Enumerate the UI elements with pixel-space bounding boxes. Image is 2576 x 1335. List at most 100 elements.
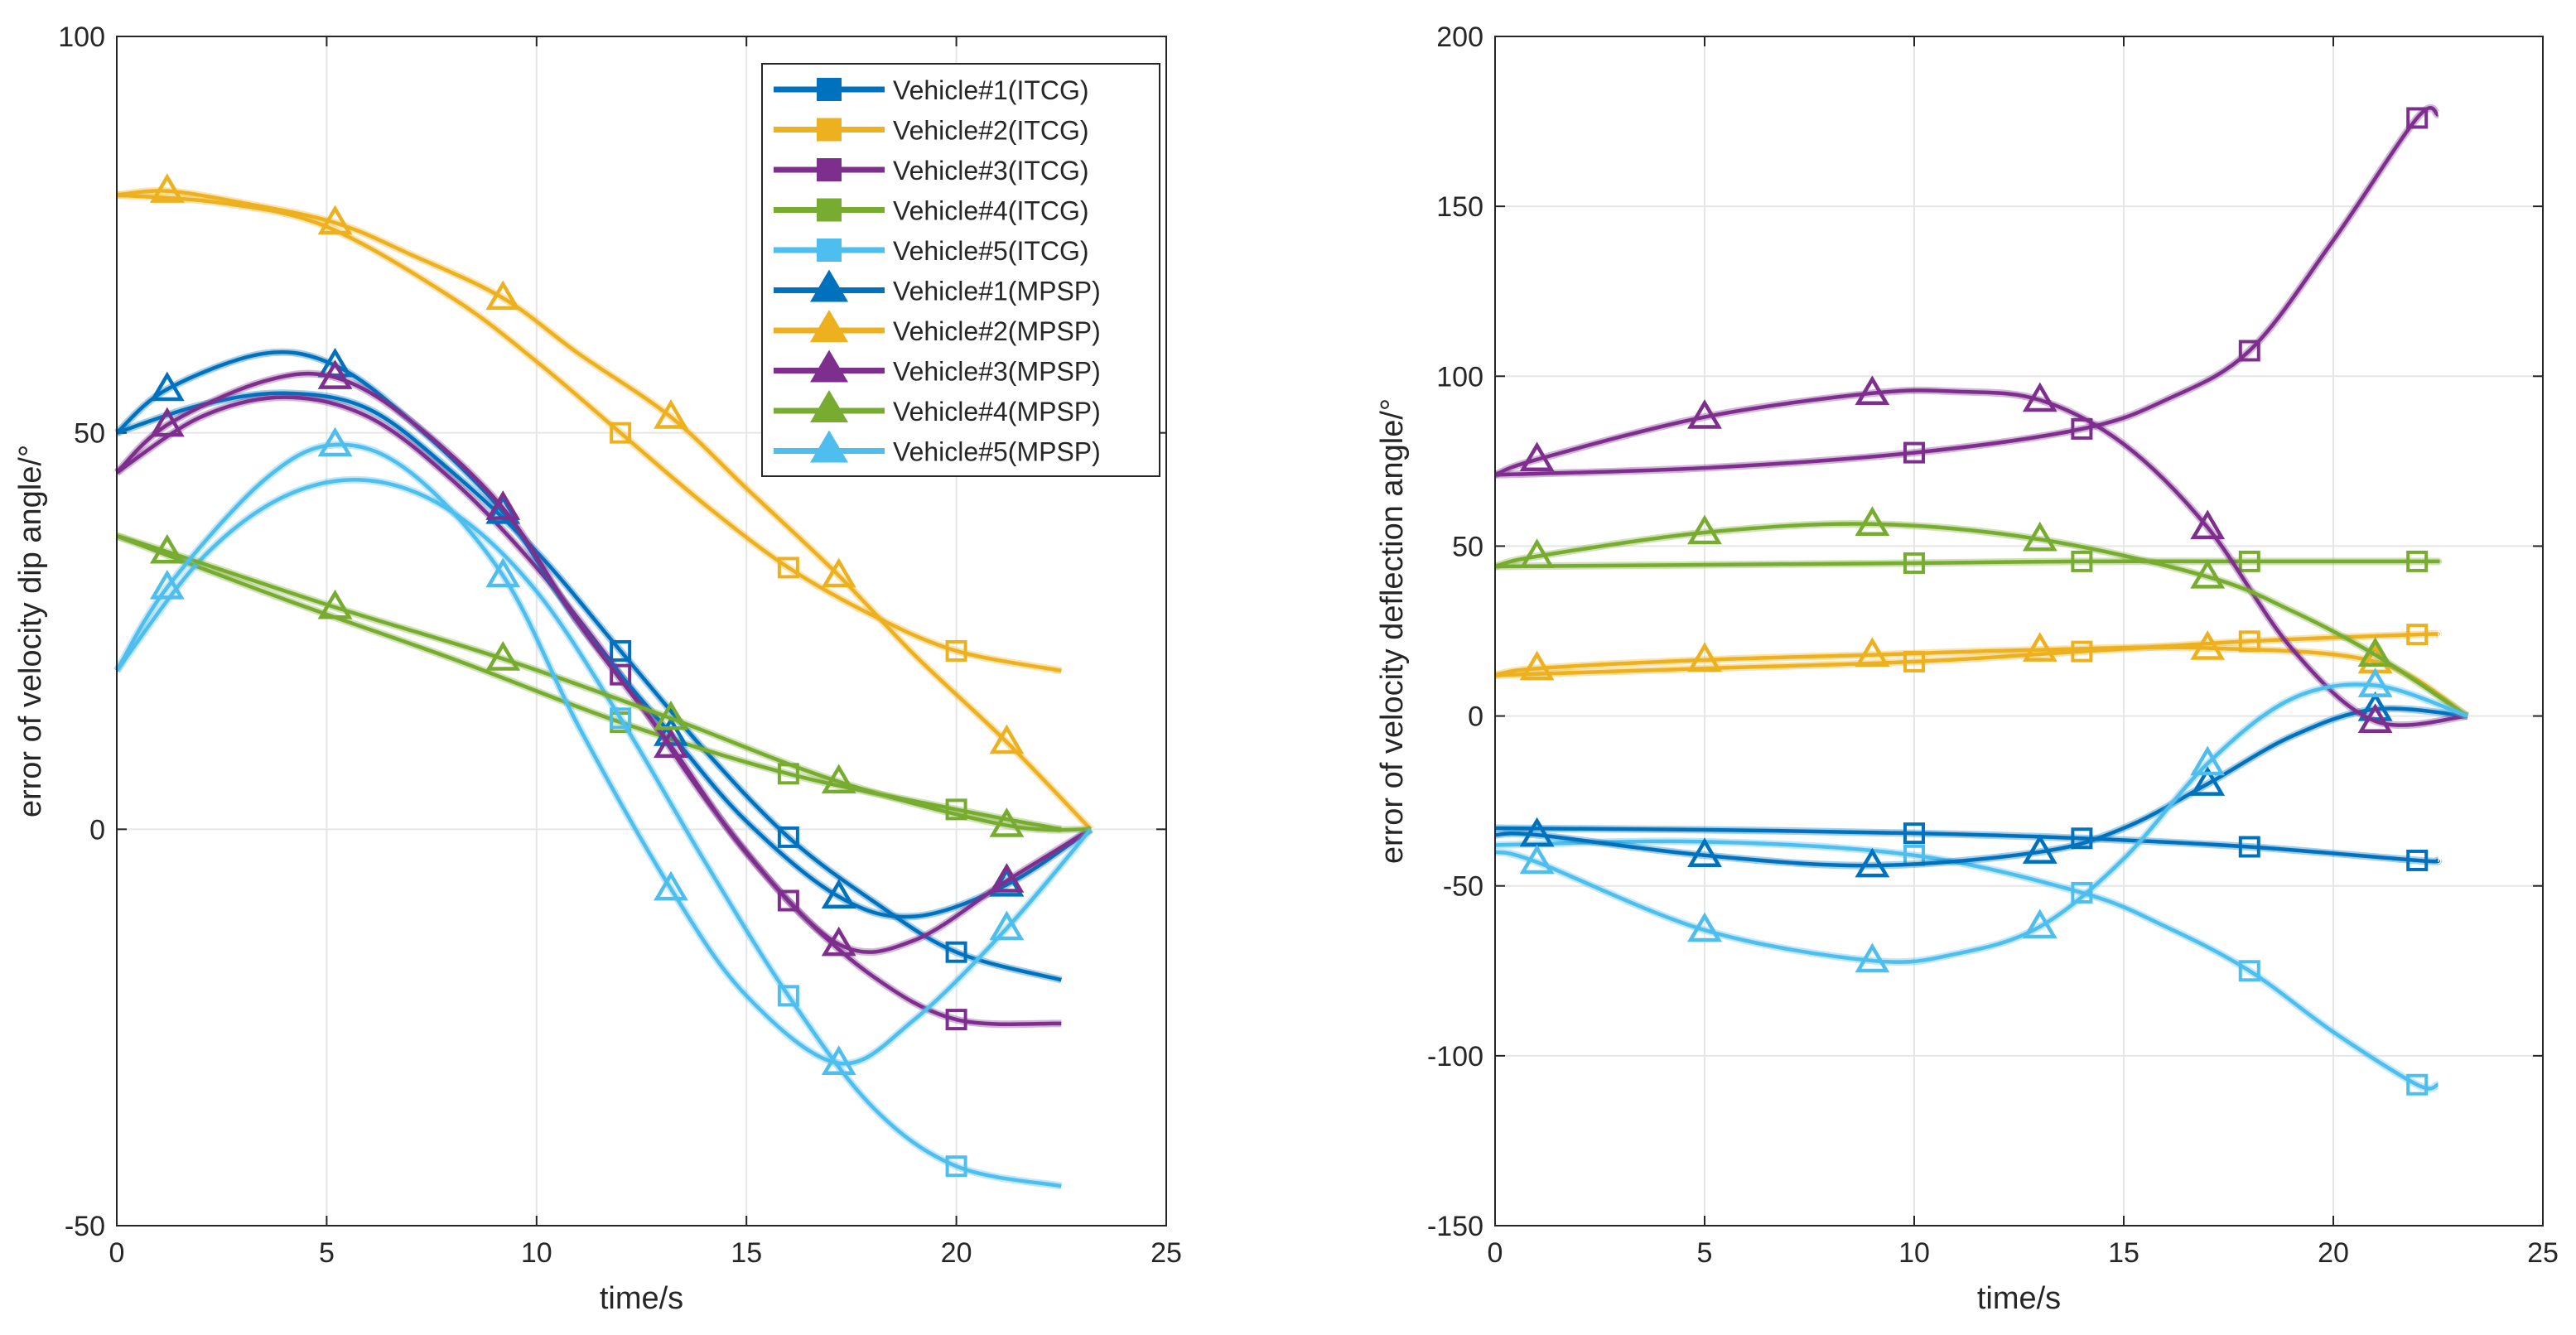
triangle-marker xyxy=(2022,632,2057,662)
triangle-marker xyxy=(821,557,856,588)
triangle-marker xyxy=(821,1045,856,1075)
triangle-marker xyxy=(654,399,688,429)
triangle-marker xyxy=(2190,745,2226,776)
triangle-marker xyxy=(2357,637,2393,667)
triangle-marker xyxy=(810,430,848,463)
y-tick-label: 0 xyxy=(1468,701,1483,733)
legend-item: Vehicle#4(ITCG) xyxy=(774,196,1089,226)
series-line xyxy=(1494,645,2469,718)
legend-item: Vehicle#2(MPSP) xyxy=(774,310,1101,346)
triangle-marker xyxy=(810,349,848,383)
triangle-marker xyxy=(1687,514,1722,545)
legend-label: Vehicle#4(ITCG) xyxy=(893,196,1089,226)
series-vehicle-3-mpsp- xyxy=(113,359,1093,957)
series-line xyxy=(116,193,1062,673)
triangle-marker xyxy=(1687,642,1722,672)
legend-label: Vehicle#1(MPSP) xyxy=(893,277,1101,306)
y-tick-label: 100 xyxy=(1436,361,1483,393)
triangle-marker xyxy=(317,205,353,235)
series-vehicle-2-mpsp- xyxy=(116,173,1094,832)
series-line xyxy=(1494,839,2439,1091)
triangle-marker xyxy=(1855,637,1890,667)
square-marker xyxy=(817,118,842,142)
triangle-marker xyxy=(149,407,185,437)
legend-label: Vehicle#5(MPSP) xyxy=(893,437,1101,467)
series-vehicle-2-mpsp- xyxy=(1494,630,2470,720)
square-marker xyxy=(777,889,799,912)
triangle-marker xyxy=(2190,630,2226,660)
square-marker xyxy=(817,239,842,262)
square-marker xyxy=(2071,827,2093,850)
legend-item: Vehicle#3(ITCG) xyxy=(774,156,1089,186)
triangle-marker xyxy=(654,728,688,759)
triangle-marker xyxy=(821,926,856,957)
series-line xyxy=(1494,706,2468,868)
square-marker xyxy=(2071,640,2093,663)
x-tick-label: 0 xyxy=(109,1237,125,1269)
y-tick-label: -150 xyxy=(1427,1211,1483,1242)
series-line xyxy=(1494,388,2468,727)
square-marker xyxy=(2406,107,2429,129)
x-axis-label: time/s xyxy=(1977,1281,2061,1316)
triangle-marker xyxy=(1519,441,1555,472)
square-marker xyxy=(2071,417,2093,440)
y-tick-label: 50 xyxy=(74,418,105,450)
triangle-marker xyxy=(2190,509,2226,540)
series-vehicle-5-itcg- xyxy=(1494,837,2439,1096)
series-line xyxy=(115,442,1093,1066)
triangle-marker xyxy=(810,390,848,422)
y-tick-label: 50 xyxy=(1452,531,1483,562)
series-line xyxy=(116,534,1062,831)
triangle-marker xyxy=(149,569,185,600)
series-line xyxy=(116,533,1091,832)
triangle-marker xyxy=(989,866,1025,897)
triangle-marker xyxy=(485,557,521,588)
square-marker xyxy=(945,1155,967,1178)
legend-item: Vehicle#3(MPSP) xyxy=(774,349,1101,387)
square-marker xyxy=(610,663,632,686)
legend-label: Vehicle#2(ITCG) xyxy=(893,116,1089,146)
x-tick-label: 25 xyxy=(2527,1237,2559,1269)
x-tick-label: 20 xyxy=(941,1237,972,1269)
triangle-marker xyxy=(2022,382,2057,412)
series-line xyxy=(1494,682,2468,964)
triangle-marker xyxy=(485,641,521,671)
series-line xyxy=(116,391,1062,982)
x-tick-label: 10 xyxy=(521,1237,552,1269)
legend-label: Vehicle#1(ITCG) xyxy=(893,75,1089,105)
triangle-marker xyxy=(2190,766,2226,796)
square-marker xyxy=(777,557,799,579)
square-marker xyxy=(945,798,967,821)
series-vehicle-4-mpsp- xyxy=(115,532,1091,837)
y-tick-label: 200 xyxy=(1436,22,1483,53)
triangle-marker xyxy=(2022,834,2057,864)
series-line xyxy=(1494,826,2440,864)
square-marker xyxy=(817,158,842,181)
legend-label: Vehicle#4(MPSP) xyxy=(893,397,1101,427)
square-marker xyxy=(2238,960,2260,982)
square-marker xyxy=(1903,822,1925,845)
square-marker xyxy=(2406,1073,2429,1096)
triangle-marker xyxy=(810,269,848,302)
series-line xyxy=(115,395,1062,1027)
y-tick-label: -50 xyxy=(65,1211,105,1242)
series-line xyxy=(116,189,1093,831)
square-marker xyxy=(2406,550,2429,572)
x-tick-label: 0 xyxy=(1488,1237,1503,1269)
square-marker xyxy=(2238,340,2260,362)
triangle-marker xyxy=(317,359,353,389)
triangle-marker xyxy=(1519,844,1555,875)
y-tick-label: 100 xyxy=(58,22,105,53)
triangle-marker xyxy=(2022,908,2057,939)
series-vehicle-1-mpsp- xyxy=(1494,691,2468,878)
triangle-marker xyxy=(989,863,1025,893)
triangle-marker xyxy=(1855,375,1890,406)
y-tick-label: -100 xyxy=(1427,1041,1483,1072)
legend-item: Vehicle#4(MPSP) xyxy=(774,390,1101,427)
triangle-marker xyxy=(1519,538,1555,568)
square-marker xyxy=(610,422,632,444)
series-vehicle-5-itcg- xyxy=(113,475,1063,1190)
legend-label: Vehicle#2(MPSP) xyxy=(893,316,1101,346)
triangle-marker xyxy=(1855,847,1890,878)
x-tick-label: 20 xyxy=(2318,1237,2349,1269)
